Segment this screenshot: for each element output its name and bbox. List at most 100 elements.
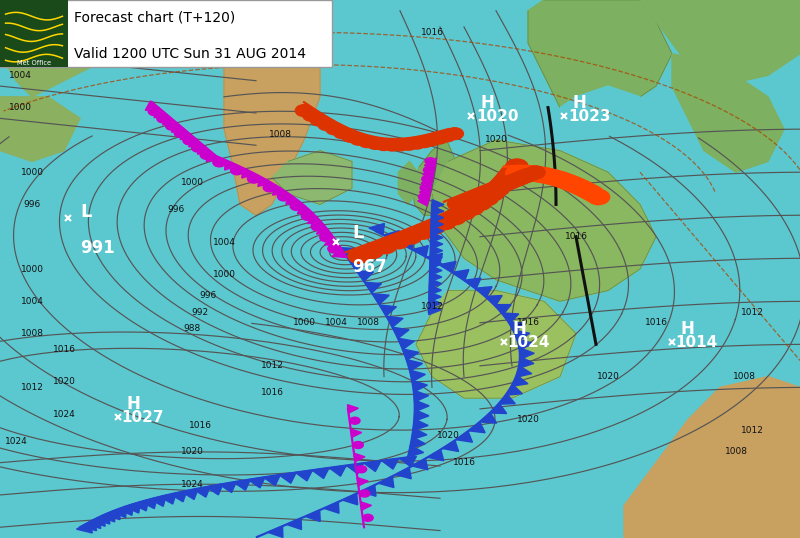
Circle shape [400, 138, 418, 150]
Circle shape [570, 180, 592, 195]
Polygon shape [509, 321, 525, 332]
Text: 1000: 1000 [10, 103, 32, 112]
Circle shape [544, 171, 566, 186]
Text: 1020: 1020 [517, 415, 539, 424]
Circle shape [496, 172, 518, 187]
Circle shape [420, 185, 430, 192]
Polygon shape [242, 168, 255, 178]
Polygon shape [428, 450, 444, 461]
Polygon shape [430, 279, 442, 288]
Text: 1016: 1016 [421, 28, 443, 37]
Polygon shape [248, 477, 265, 488]
Polygon shape [100, 511, 114, 522]
Text: 1008: 1008 [733, 372, 755, 381]
Polygon shape [380, 305, 397, 316]
Polygon shape [490, 404, 506, 414]
Circle shape [477, 186, 496, 199]
Polygon shape [624, 377, 800, 538]
Polygon shape [430, 265, 442, 275]
Circle shape [516, 170, 535, 183]
Polygon shape [672, 54, 784, 172]
Polygon shape [432, 200, 444, 209]
Polygon shape [81, 520, 97, 530]
Polygon shape [364, 461, 381, 471]
Circle shape [453, 195, 472, 208]
Circle shape [213, 158, 226, 167]
Circle shape [359, 490, 370, 497]
Text: 1024: 1024 [5, 437, 27, 445]
Circle shape [387, 234, 410, 249]
Circle shape [353, 442, 363, 449]
Text: 1020: 1020 [181, 448, 203, 456]
Circle shape [527, 167, 550, 182]
Text: 996: 996 [199, 292, 217, 300]
Text: 1016: 1016 [517, 318, 539, 327]
Circle shape [418, 193, 429, 200]
Circle shape [200, 151, 213, 159]
Text: 1008: 1008 [357, 318, 379, 327]
Polygon shape [384, 231, 399, 242]
Polygon shape [430, 246, 442, 256]
Circle shape [574, 182, 597, 197]
Circle shape [326, 123, 343, 135]
Circle shape [348, 248, 370, 263]
Text: 1020: 1020 [477, 109, 519, 124]
Text: 1012: 1012 [21, 383, 43, 392]
Polygon shape [279, 472, 296, 483]
Circle shape [566, 178, 588, 193]
Polygon shape [480, 413, 497, 423]
Circle shape [514, 166, 537, 181]
Polygon shape [361, 502, 371, 510]
Polygon shape [431, 220, 443, 229]
Circle shape [444, 210, 466, 225]
Text: Met Office: Met Office [17, 60, 50, 67]
Polygon shape [206, 484, 223, 495]
Polygon shape [528, 0, 672, 118]
Circle shape [557, 175, 579, 190]
Text: 988: 988 [183, 324, 201, 332]
Text: 1012: 1012 [261, 362, 283, 370]
Circle shape [502, 176, 521, 189]
Polygon shape [412, 458, 428, 470]
Circle shape [183, 136, 196, 145]
Text: 1016: 1016 [53, 345, 75, 354]
Circle shape [562, 176, 584, 192]
Text: 1000: 1000 [181, 179, 203, 187]
Text: 1000: 1000 [21, 168, 43, 176]
Text: 1016: 1016 [261, 388, 283, 397]
Polygon shape [349, 259, 366, 270]
Polygon shape [373, 294, 390, 305]
Bar [0, 0, 68, 67]
Circle shape [549, 172, 571, 187]
Circle shape [518, 166, 541, 181]
Polygon shape [430, 252, 442, 262]
Circle shape [318, 119, 335, 131]
Polygon shape [430, 259, 442, 268]
Polygon shape [429, 305, 441, 315]
Polygon shape [133, 500, 149, 511]
Circle shape [320, 233, 333, 242]
Circle shape [497, 178, 516, 190]
Text: 1004: 1004 [213, 238, 235, 246]
Circle shape [583, 187, 606, 202]
Text: H: H [512, 320, 526, 337]
Polygon shape [408, 445, 424, 457]
Polygon shape [160, 493, 176, 504]
Polygon shape [194, 486, 210, 497]
Polygon shape [486, 295, 502, 306]
Text: 1024: 1024 [181, 480, 203, 489]
Text: 1000: 1000 [213, 270, 235, 279]
Polygon shape [516, 366, 532, 377]
Text: 1012: 1012 [421, 302, 443, 311]
Polygon shape [432, 206, 444, 216]
FancyBboxPatch shape [0, 0, 332, 67]
Polygon shape [369, 223, 384, 235]
Polygon shape [406, 359, 422, 371]
Polygon shape [146, 101, 160, 110]
Text: 1016: 1016 [453, 458, 475, 467]
Circle shape [392, 139, 410, 151]
Polygon shape [224, 0, 320, 215]
Circle shape [302, 212, 314, 221]
Circle shape [383, 139, 401, 151]
Polygon shape [640, 0, 800, 86]
